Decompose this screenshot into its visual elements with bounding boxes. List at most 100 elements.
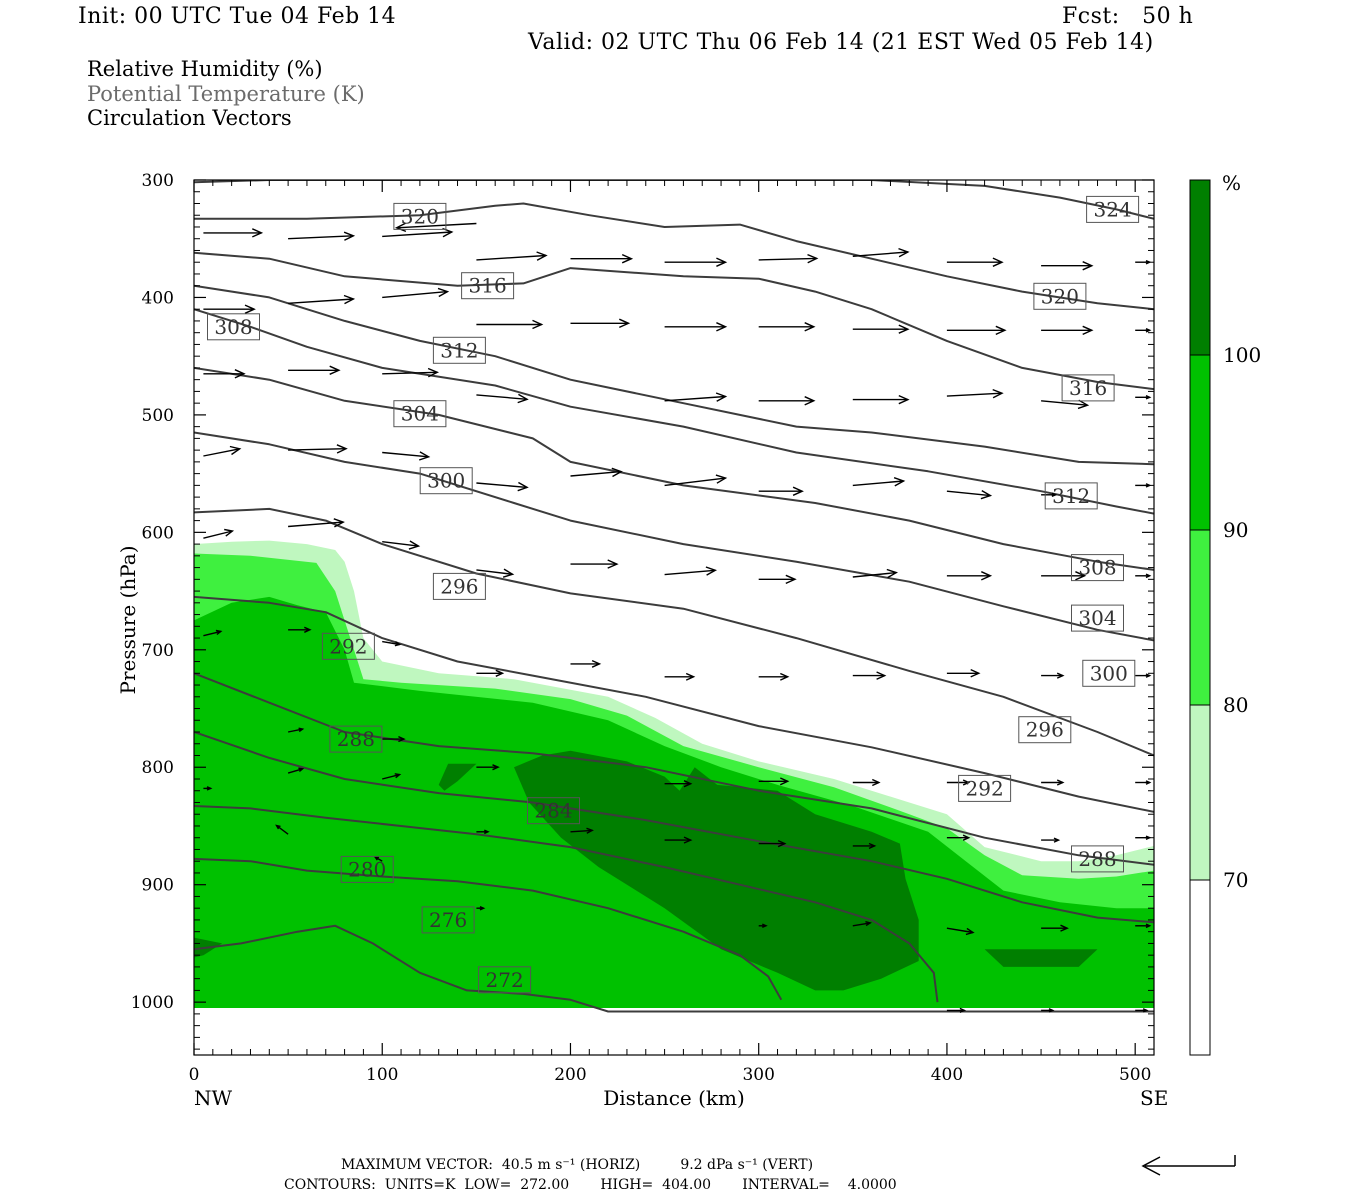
vector-arrow-17: [570, 318, 631, 329]
vector-arrow-45: [203, 528, 235, 539]
theta-label-320: 320: [1033, 282, 1087, 310]
rh-region-100plus-4: [514, 750, 919, 991]
vector-arrow-66: [1135, 673, 1152, 678]
theta-label-layer: 324 320 320 316 316 312 312 308 308 304 304 300 300 2…: [207, 195, 1140, 994]
svg-text:312: 312: [440, 338, 478, 362]
vector-arrow-81: [664, 836, 693, 844]
vector-arrow-60: [570, 659, 602, 668]
vector-arrow-63: [852, 671, 887, 680]
svg-text:316: 316: [1069, 376, 1107, 400]
theta-label-320: 320: [393, 202, 447, 230]
vector-arrow-73: [946, 779, 971, 786]
vector-arrow-69: [476, 764, 500, 771]
svg-text:296: 296: [440, 574, 478, 598]
vector-arrow-50: [664, 566, 718, 576]
vector-arrow-90: [758, 923, 768, 929]
x-tick-label-0: 0: [189, 1065, 200, 1085]
theta-label-308: 308: [1071, 554, 1124, 582]
rh-fill-layer: [194, 540, 1154, 1008]
vector-arrow-8: [758, 253, 819, 264]
y-tick-label-400: 400: [142, 288, 174, 308]
vector-arrow-70: [664, 780, 693, 788]
theta-label-288: 288: [1071, 845, 1124, 873]
vector-arrow-38: [570, 467, 623, 478]
x-right-direction: SE: [1140, 1086, 1168, 1110]
vector-arrow-33: [1135, 394, 1152, 400]
vector-arrow-68: [382, 735, 406, 743]
vector-arrow-30: [852, 394, 910, 405]
vector-arrow-36: [382, 451, 431, 461]
vector-arrow-72: [852, 778, 881, 787]
vector-arrow-32: [1041, 399, 1090, 410]
vector-arrow-34: [203, 445, 242, 457]
svg-text:308: 308: [214, 315, 252, 339]
theta-contour-300: [194, 431, 1154, 642]
vector-arrow-22: [1041, 325, 1094, 336]
vector-arrow-26: [382, 367, 440, 378]
vector-layer: [203, 222, 1152, 1014]
y-tick-label-900: 900: [142, 876, 174, 896]
theta-contour-280: [194, 805, 939, 1003]
x-tick-label-400: 400: [931, 1065, 963, 1085]
theta-contour-292: [194, 595, 1154, 813]
legend-theta: Potential Temperature (K): [87, 82, 365, 106]
colorbar-level-70: 70: [1223, 868, 1248, 892]
svg-text:304: 304: [1078, 606, 1116, 630]
svg-text:320: 320: [1041, 284, 1079, 308]
vector-arrow-59: [476, 669, 505, 677]
vector-arrow-44: [1135, 483, 1152, 488]
svg-text:300: 300: [1090, 661, 1128, 685]
forecast-hour: Fcst: 50 h: [1062, 4, 1194, 29]
vector-arrow-67: [287, 727, 305, 733]
svg-text:284: 284: [534, 799, 572, 823]
x-tick-label-200: 200: [554, 1065, 586, 1085]
theta-label-296: 296: [1018, 716, 1072, 744]
theta-contour-288: [194, 672, 1154, 866]
vector-arrow-80: [570, 827, 594, 834]
vector-arrow-5: [476, 251, 548, 261]
vector-arrow-56: [203, 629, 223, 637]
axis-labels: 300 400 500 600 700 800 900 1000 0 100 200 300 400 50…: [131, 171, 1152, 1085]
vector-arrow-89: [476, 905, 486, 911]
valid-time: Valid: 02 UTC Thu 06 Feb 14 (21 EST Wed …: [528, 30, 1154, 55]
x-tick-label-300: 300: [742, 1065, 774, 1085]
legend-vectors: Circulation Vectors: [87, 106, 292, 130]
svg-text:304: 304: [401, 402, 439, 426]
svg-text:288: 288: [1078, 847, 1116, 871]
vector-arrow-53: [946, 571, 993, 581]
theta-label-312: 312: [1044, 482, 1098, 510]
colorbar-swatch-2: [1190, 530, 1210, 705]
theta-contour-272: [194, 924, 1154, 1013]
svg-text:316: 316: [469, 274, 507, 298]
vector-arrow-12: [1135, 259, 1152, 265]
theta-label-296: 296: [432, 572, 486, 600]
axis-ticks: [193, 179, 1155, 1055]
vector-arrow-92: [946, 927, 975, 936]
plot-frame: [193, 179, 1155, 1056]
svg-text:312: 312: [1052, 484, 1090, 508]
theta-contour-276: [194, 857, 783, 1001]
svg-text:296: 296: [1026, 718, 1064, 742]
vector-arrow-51: [758, 574, 797, 585]
vector-arrow-25: [288, 365, 341, 375]
vector-arrow-78: [382, 773, 402, 780]
legend-rh: Relative Humidity (%): [87, 57, 323, 81]
y-axis-title: Pressure (hPa): [116, 546, 140, 695]
vector-arrow-61: [664, 672, 696, 681]
x-tick-label-100: 100: [366, 1065, 398, 1085]
vector-arrow-11: [1041, 261, 1094, 271]
theta-label-316: 316: [461, 272, 515, 300]
vector-arrow-23: [1135, 328, 1152, 333]
vector-arrow-84: [946, 834, 971, 841]
vector-arrow-37: [476, 481, 529, 492]
theta-label-284: 284: [527, 797, 580, 825]
y-tick-label-1000: 1000: [131, 993, 174, 1013]
theta-label-276: 276: [421, 906, 475, 934]
rh-region-100plus-6: [984, 949, 1098, 967]
theta-label-300: 300: [419, 467, 473, 495]
y-tick-label-800: 800: [142, 758, 174, 778]
vector-arrow-65: [1041, 672, 1065, 679]
x-axis-title: Distance (km): [603, 1086, 745, 1110]
vector-arrow-57: [288, 626, 312, 633]
colorbar-swatch-1: [1190, 705, 1210, 880]
